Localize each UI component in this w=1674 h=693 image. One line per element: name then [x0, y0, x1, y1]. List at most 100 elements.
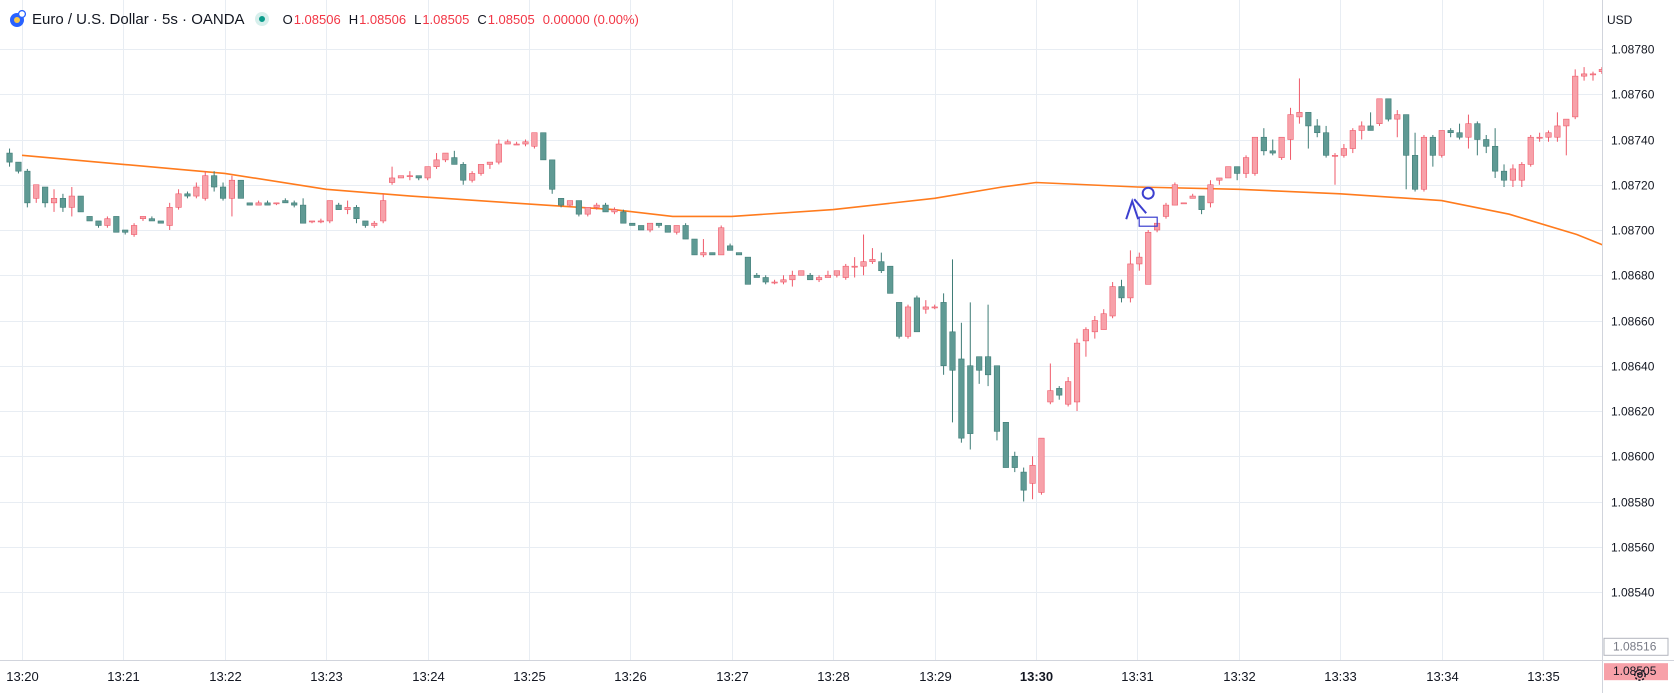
candle — [1216, 177, 1223, 185]
candle — [1589, 71, 1597, 81]
candle — [202, 171, 209, 201]
candle — [273, 202, 280, 206]
candle — [1536, 132, 1543, 142]
candle-body — [1492, 145, 1499, 172]
gear-icon[interactable] — [1631, 666, 1649, 684]
candle-body — [700, 252, 707, 256]
candle-body — [389, 177, 396, 183]
price-tick-label: 1.08640 — [1611, 360, 1655, 374]
selection-box[interactable] — [1138, 216, 1158, 227]
candle — [344, 200, 351, 215]
candle — [753, 272, 760, 278]
candle — [993, 365, 1001, 441]
candle — [59, 193, 66, 212]
candle-body — [789, 274, 796, 281]
candle — [406, 171, 413, 181]
candle — [157, 220, 164, 224]
candle — [1305, 112, 1312, 149]
candle — [1207, 180, 1214, 208]
candle — [371, 220, 378, 228]
candle-body — [1367, 125, 1374, 131]
candle — [469, 171, 476, 183]
candle — [1527, 134, 1534, 167]
time-tick-label: 13:31 — [1121, 669, 1154, 684]
ohlc-close-value: 1.08505 — [487, 11, 535, 27]
candle-body — [1234, 166, 1241, 174]
candle-body — [59, 198, 66, 208]
candle — [1127, 250, 1134, 303]
candle — [122, 229, 129, 235]
candle-body — [219, 186, 227, 199]
candle — [1323, 125, 1330, 158]
marker-circle-icon[interactable] — [1141, 186, 1155, 200]
candle-body — [33, 184, 40, 199]
time-tick-label: 13:35 — [1527, 669, 1560, 684]
symbol-title[interactable]: Euro / U.S. Dollar · 5s · OANDA — [32, 10, 245, 28]
ohlc-change: 0.00000 (0.00%) — [542, 11, 639, 27]
candle-body — [833, 270, 840, 276]
candle — [131, 223, 138, 237]
candle-body — [1065, 381, 1072, 405]
candle — [709, 252, 716, 256]
candle-body — [433, 159, 440, 167]
candle — [638, 225, 645, 231]
candle — [789, 270, 796, 287]
ohlc-low-key: L — [414, 11, 422, 27]
candle-body — [255, 202, 262, 206]
candle — [33, 184, 40, 203]
price-axis-bg[interactable] — [1602, 0, 1674, 693]
drawing-layer[interactable] — [1125, 186, 1158, 227]
candle — [1331, 153, 1339, 185]
candle-body — [6, 152, 13, 163]
candle — [175, 189, 182, 210]
price-tick-label: 1.08680 — [1611, 269, 1655, 283]
candle — [1376, 98, 1383, 126]
candle-body — [86, 216, 93, 222]
currency-button[interactable]: USD — [1607, 13, 1633, 27]
candle-body — [1162, 204, 1170, 217]
candle-body — [1572, 75, 1579, 118]
candle-body — [985, 356, 992, 376]
symbol-flag-icon[interactable] — [8, 9, 27, 28]
candle-body — [878, 261, 885, 272]
candle-body — [1447, 130, 1454, 134]
candle — [620, 209, 627, 224]
candle — [869, 248, 876, 264]
candle-body — [246, 202, 253, 206]
candle-body — [967, 365, 974, 434]
candle — [1180, 202, 1187, 205]
candle — [1509, 164, 1516, 188]
candle — [878, 252, 885, 273]
candle-body — [202, 175, 209, 199]
candle-body — [851, 265, 858, 268]
candle — [104, 216, 111, 228]
price-tick-label: 1.08580 — [1611, 496, 1655, 510]
candle — [228, 175, 235, 217]
candle — [291, 200, 298, 208]
arrow-up-icon[interactable] — [1125, 198, 1140, 220]
marker-stem-icon[interactable] — [1133, 198, 1147, 214]
price-axis[interactable]: 1.08540 1.08560 1.08580 1.08600 1.08620 1.086… — [1602, 0, 1674, 693]
prev-close-tag[interactable] — [1603, 637, 1669, 656]
candle-body — [1082, 329, 1089, 342]
candle-body — [166, 207, 173, 226]
candle-body — [68, 195, 75, 208]
candle-body — [1376, 98, 1383, 124]
candle-body — [1171, 184, 1178, 206]
candle-body — [1002, 422, 1009, 468]
time-tick-label: 13:21 — [107, 669, 140, 684]
candle — [264, 200, 271, 206]
candle — [922, 300, 929, 314]
candle — [1189, 193, 1196, 199]
candles-layer — [6, 41, 1623, 502]
candle-body — [139, 216, 147, 219]
candle-body — [1287, 114, 1294, 140]
candle-body — [175, 193, 182, 208]
candle-body — [308, 220, 316, 223]
candle — [1056, 386, 1063, 400]
candle — [1100, 309, 1107, 330]
market-status-icon[interactable] — [254, 12, 269, 26]
time-axis[interactable]: 13:20 13:21 13:22 13:23 13:24 13:25 13:26 13:27… — [0, 660, 1674, 685]
candle-body — [362, 220, 369, 226]
